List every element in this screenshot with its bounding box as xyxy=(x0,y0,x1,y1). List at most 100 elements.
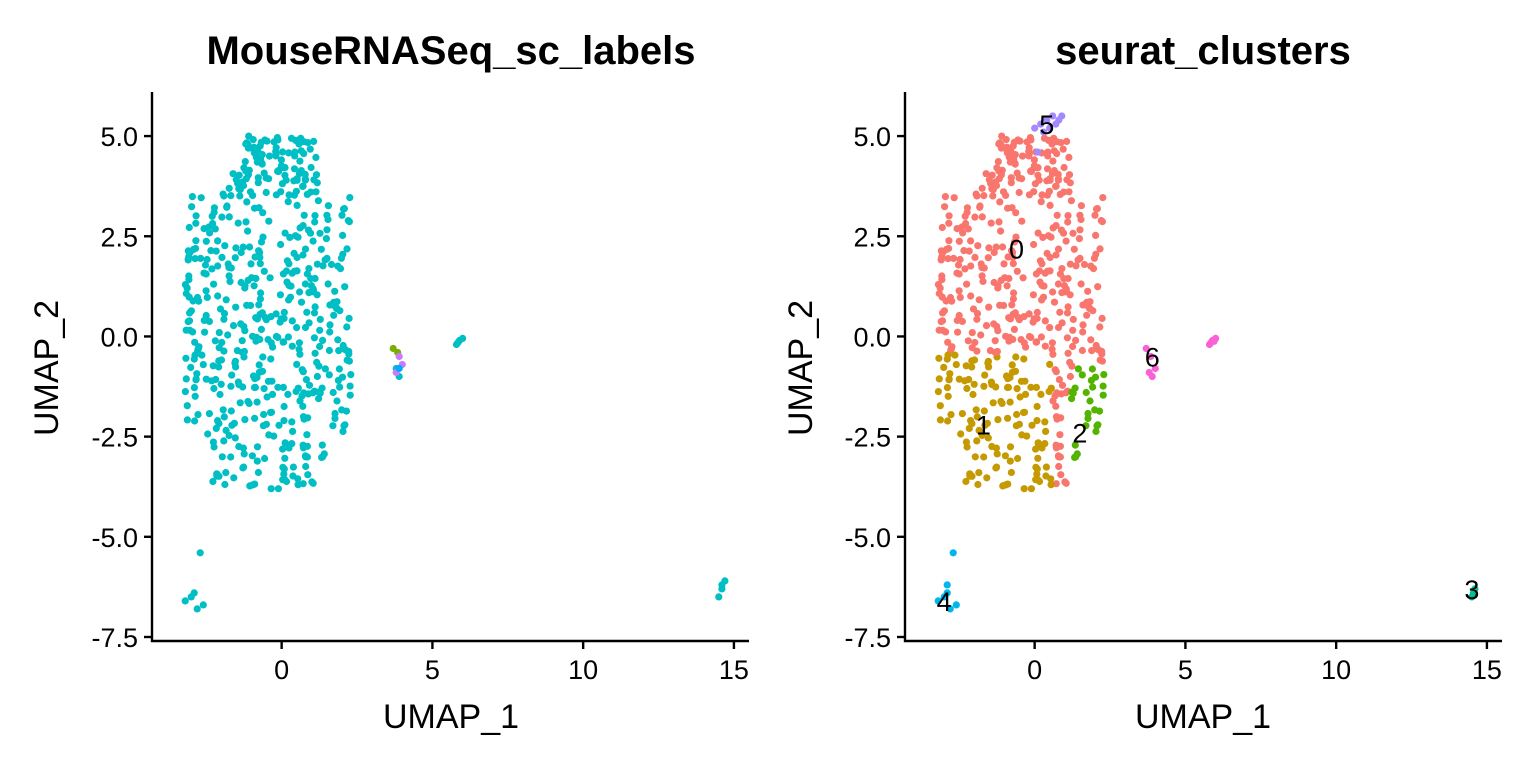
data-point xyxy=(231,254,239,262)
data-point xyxy=(194,411,202,419)
data-point xyxy=(321,256,329,264)
data-point xyxy=(1033,308,1041,316)
data-point xyxy=(994,158,1002,166)
data-point xyxy=(1069,229,1077,237)
data-point xyxy=(204,430,212,438)
data-point xyxy=(1064,212,1072,220)
data-point xyxy=(303,270,311,278)
data-point xyxy=(1020,408,1029,416)
data-point xyxy=(1025,332,1033,341)
data-point xyxy=(303,431,311,439)
data-point xyxy=(943,581,951,589)
data-point xyxy=(319,336,327,344)
data-point xyxy=(1010,289,1018,297)
data-point xyxy=(969,390,977,399)
data-point xyxy=(222,426,230,434)
data-point xyxy=(1009,142,1017,150)
data-point xyxy=(259,233,267,241)
data-point xyxy=(942,297,950,305)
data-point xyxy=(295,339,303,347)
data-point xyxy=(218,338,226,347)
data-point xyxy=(248,452,256,460)
data-point xyxy=(1041,418,1049,426)
data-point xyxy=(1034,171,1042,179)
data-point xyxy=(207,247,215,255)
data-point xyxy=(182,375,190,383)
data-point xyxy=(1064,349,1072,357)
y-tick-label: -7.5 xyxy=(91,623,138,653)
data-point xyxy=(715,593,723,601)
data-point xyxy=(182,354,190,362)
data-point xyxy=(261,313,269,321)
data-point xyxy=(982,170,990,178)
data-point xyxy=(454,338,462,347)
data-point xyxy=(1068,362,1076,370)
data-point xyxy=(1072,262,1080,270)
data-point xyxy=(936,284,944,292)
data-point xyxy=(192,376,200,384)
data-point xyxy=(192,244,200,253)
data-point xyxy=(321,365,329,373)
data-point xyxy=(989,399,997,407)
data-point xyxy=(244,227,252,235)
data-point xyxy=(183,284,191,292)
data-point xyxy=(324,202,332,210)
x-tick-label: 10 xyxy=(568,655,598,685)
data-point xyxy=(1043,177,1051,185)
data-point xyxy=(279,383,287,391)
y-tick-label: 5.0 xyxy=(853,122,891,152)
data-point xyxy=(395,352,403,361)
data-point xyxy=(335,365,343,373)
data-point xyxy=(274,485,282,493)
data-point xyxy=(339,231,347,239)
data-point xyxy=(994,284,1002,292)
data-point xyxy=(957,430,965,438)
data-point xyxy=(296,157,304,165)
cluster-label: 1 xyxy=(976,411,991,441)
data-point xyxy=(211,337,219,345)
data-point xyxy=(246,482,254,490)
data-point xyxy=(992,178,1000,186)
data-point xyxy=(255,247,263,255)
data-point xyxy=(1077,202,1085,210)
data-point xyxy=(962,477,970,486)
data-point xyxy=(225,263,233,272)
data-point xyxy=(718,581,726,589)
data-point xyxy=(329,422,337,430)
data-point xyxy=(961,265,969,273)
data-point xyxy=(954,261,963,269)
data-point xyxy=(279,463,287,471)
data-point xyxy=(1071,441,1079,449)
data-point xyxy=(1063,309,1072,317)
data-point xyxy=(306,229,315,237)
data-point xyxy=(317,245,325,253)
cluster-label: 3 xyxy=(1464,575,1479,605)
data-point xyxy=(955,375,963,383)
data-point xyxy=(256,335,264,343)
data-point xyxy=(202,287,210,295)
data-point xyxy=(202,375,210,383)
data-point xyxy=(338,211,346,219)
data-point xyxy=(241,158,249,166)
data-point xyxy=(227,382,235,390)
data-point xyxy=(329,388,337,397)
data-point xyxy=(192,212,200,220)
data-point xyxy=(315,362,323,370)
data-point xyxy=(1042,427,1050,435)
data-point xyxy=(260,385,268,393)
data-point xyxy=(1037,390,1045,398)
data-point xyxy=(340,422,348,430)
y-tick-label: 0.0 xyxy=(853,322,891,352)
data-point xyxy=(1084,287,1092,295)
data-point xyxy=(1004,414,1012,422)
data-point xyxy=(1013,169,1021,177)
data-point xyxy=(288,317,296,325)
data-point xyxy=(290,165,299,173)
data-point xyxy=(1002,332,1010,340)
data-point xyxy=(201,261,210,269)
data-point xyxy=(1006,457,1014,465)
data-point xyxy=(1009,335,1017,343)
data-point xyxy=(965,247,973,255)
data-point xyxy=(191,351,199,359)
data-point xyxy=(993,463,1001,471)
